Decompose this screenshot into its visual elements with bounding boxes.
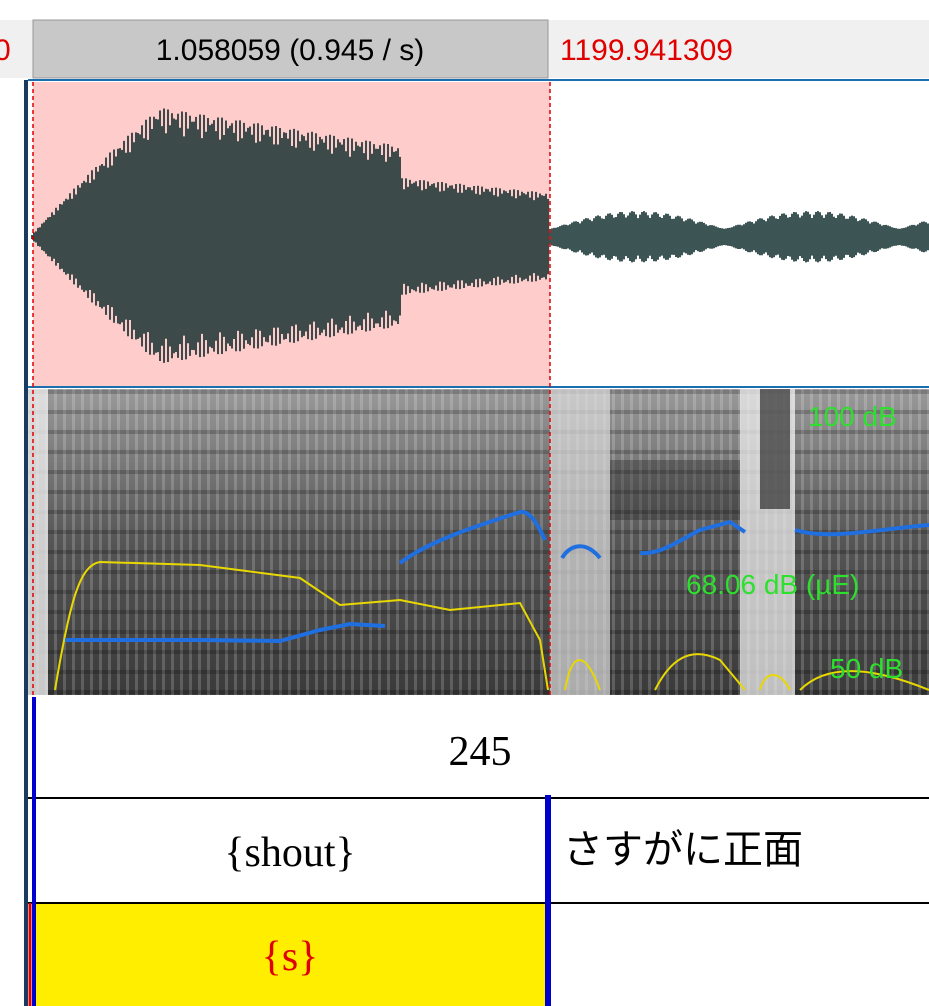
db-label-bottom: 50 dB	[830, 653, 903, 684]
tier-interval-label[interactable]: {shout}	[224, 830, 355, 876]
db-label-top: 100 dB	[808, 401, 897, 432]
page: {"header": {"left_edge": "0", "selection…	[0, 0, 929, 1006]
selection-duration: 1.058059 (0.945 / s)	[156, 34, 425, 67]
praat-editor: 0 1.058059 (0.945 / s) 1199.941309 100 d…	[0, 0, 929, 1006]
tier-interval-label[interactable]: {s}	[262, 934, 319, 980]
db-label-middle: 68.06 dB (µE)	[686, 569, 859, 600]
page-body: 0 1.058059 (0.945 / s) 1199.941309 100 d…	[0, 0, 929, 1006]
end-time: 1199.941309	[560, 34, 733, 67]
spectrogram: 100 dB 68.06 dB (µE) 50 dB	[28, 389, 929, 695]
tier-interval-label[interactable]: 245	[449, 729, 512, 775]
left-edge-time: 0	[0, 34, 11, 67]
tier-interval-label[interactable]: さすがに正面	[563, 827, 803, 872]
